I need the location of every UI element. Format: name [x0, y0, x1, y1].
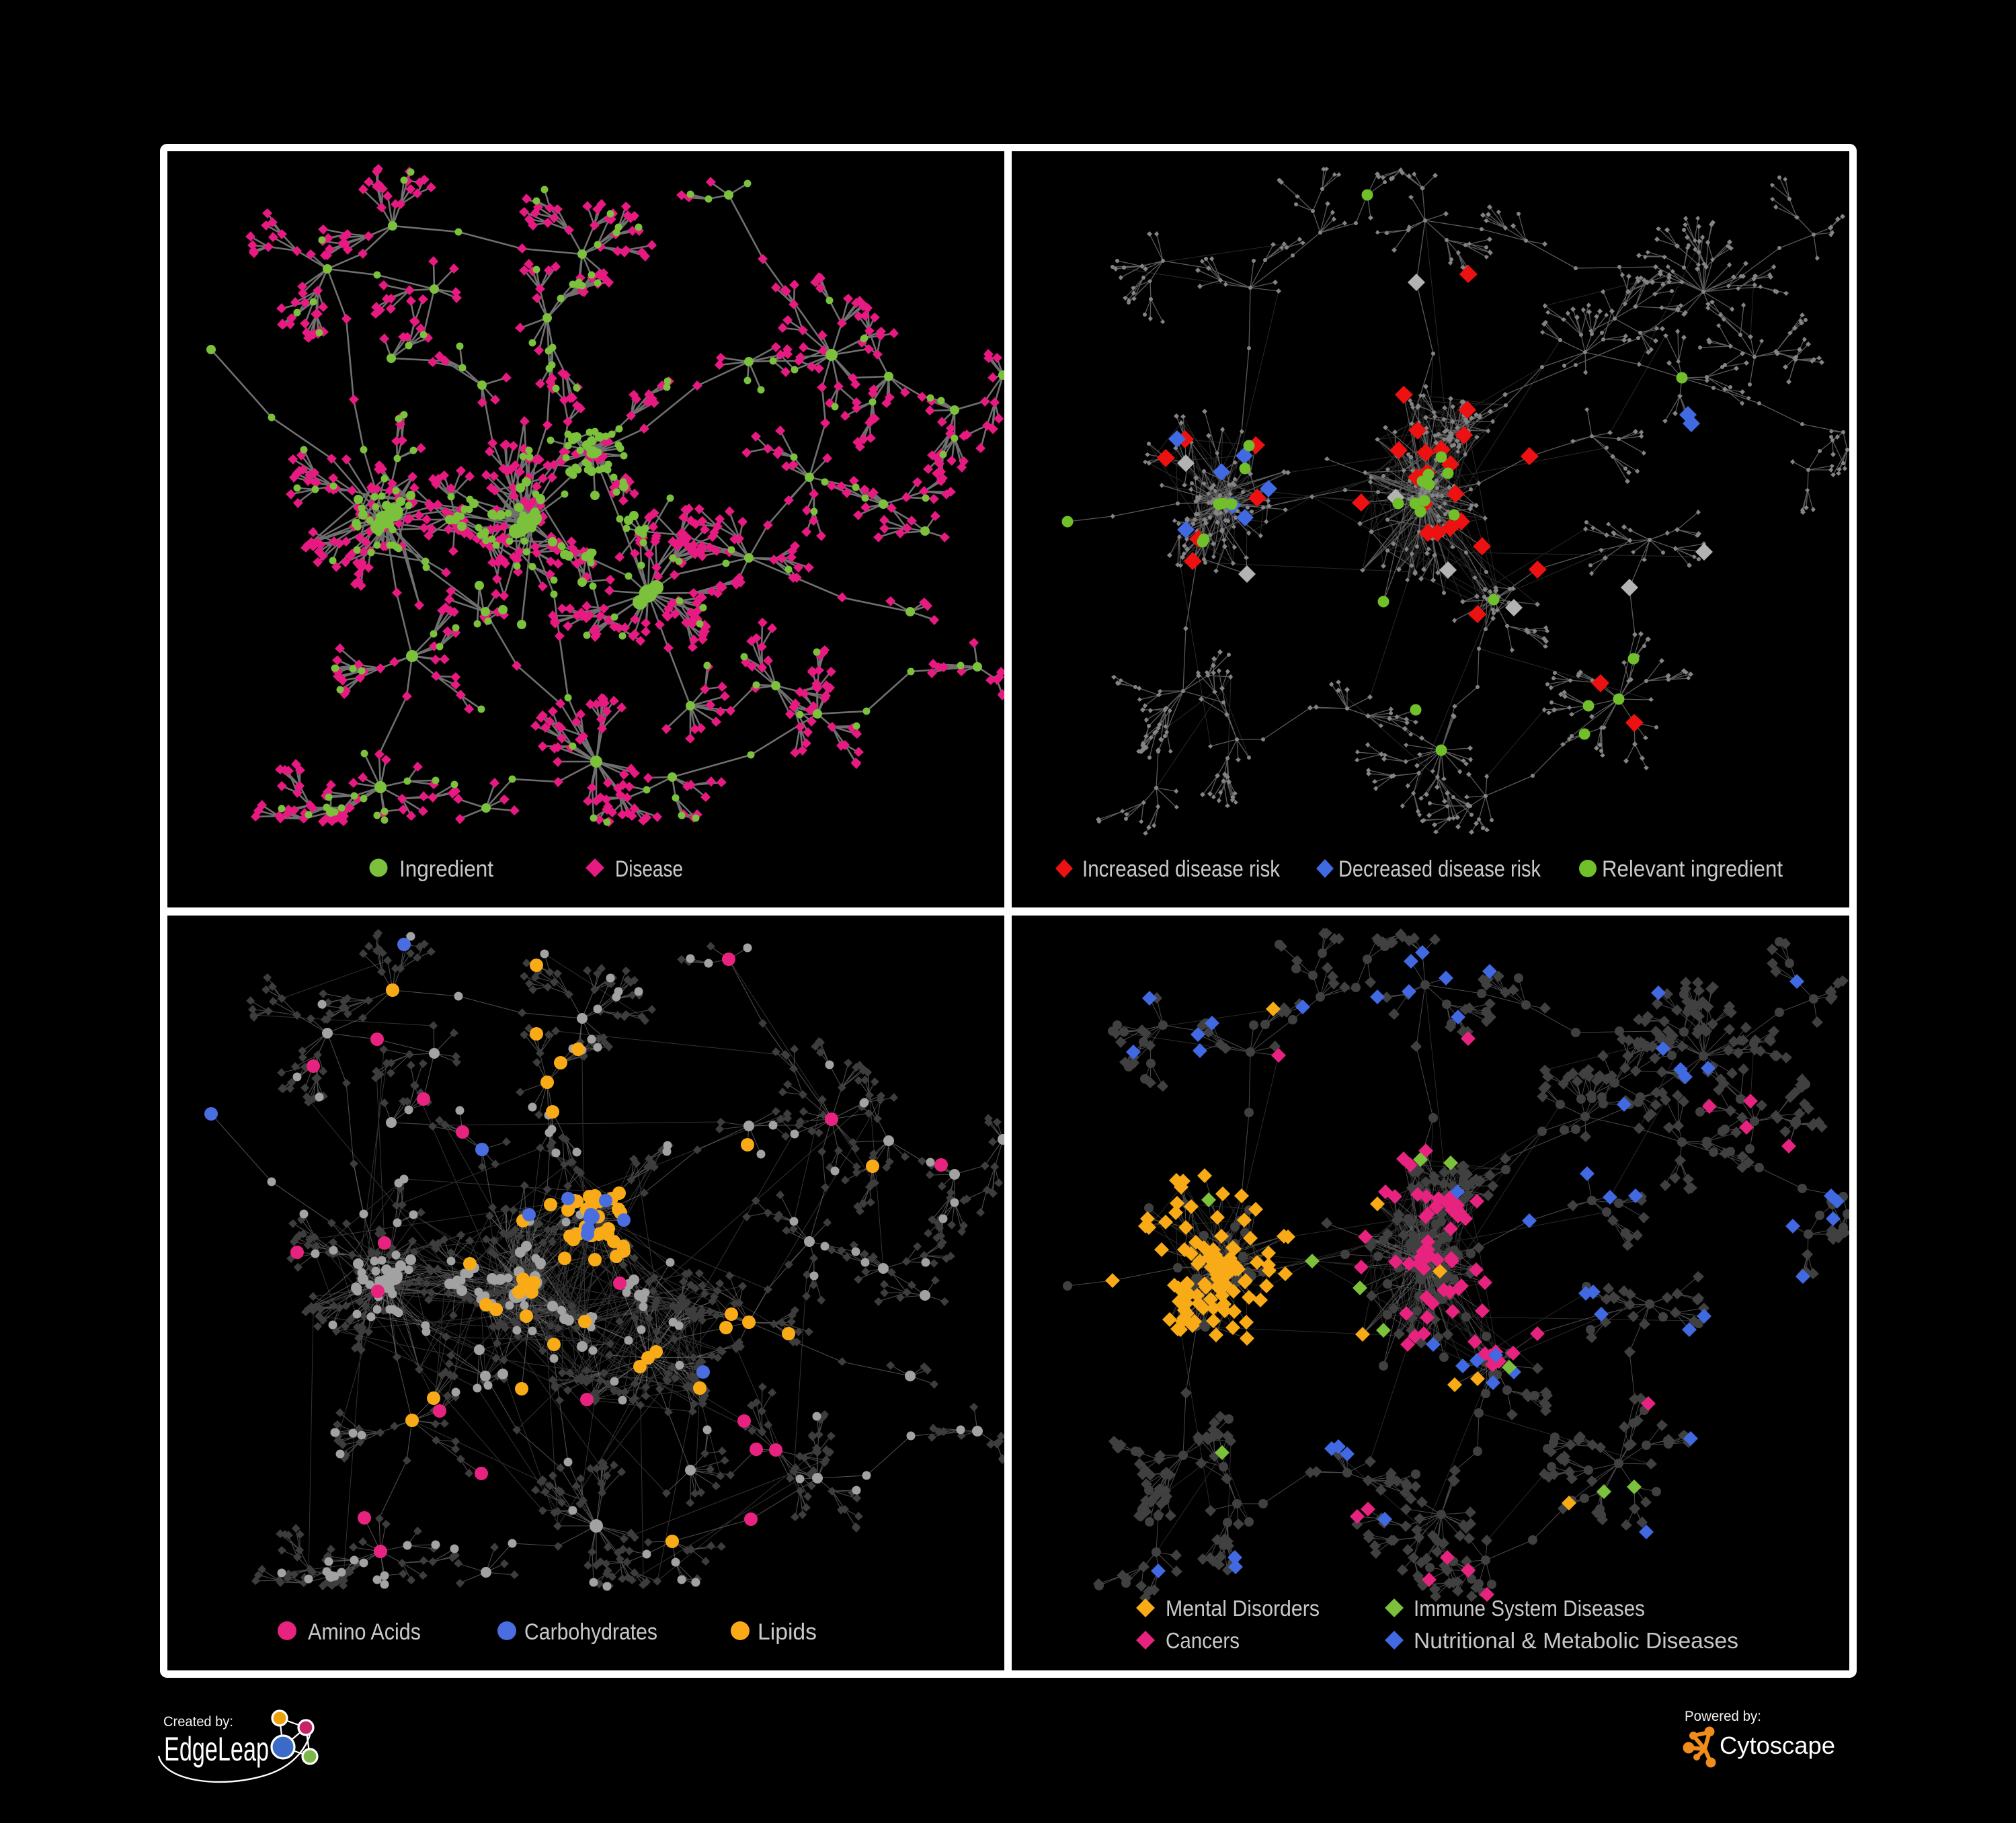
- svg-text:EdgeLeap: EdgeLeap: [164, 1730, 269, 1768]
- svg-text:Carbohydrates: Carbohydrates: [524, 1619, 657, 1645]
- svg-text:Nutritional & Metabolic Diseas: Nutritional & Metabolic Diseases: [1414, 1628, 1738, 1653]
- svg-text:Immune System Diseases: Immune System Diseases: [1414, 1596, 1645, 1621]
- svg-text:Powered by:: Powered by:: [1685, 1709, 1761, 1724]
- svg-text:Relevant ingredient: Relevant ingredient: [1602, 856, 1783, 882]
- svg-text:Disease: Disease: [615, 856, 683, 882]
- svg-text:Ingredient: Ingredient: [399, 856, 494, 882]
- svg-text:Cytoscape: Cytoscape: [1720, 1732, 1835, 1759]
- svg-text:Mental Disorders: Mental Disorders: [1166, 1596, 1320, 1621]
- svg-text:Decreased disease risk: Decreased disease risk: [1338, 856, 1541, 882]
- svg-text:Amino Acids: Amino Acids: [308, 1619, 421, 1645]
- svg-text:Lipids: Lipids: [758, 1619, 817, 1645]
- svg-text:Cancers: Cancers: [1166, 1628, 1240, 1653]
- svg-text:Increased disease risk: Increased disease risk: [1082, 856, 1281, 882]
- svg-text:Created by:: Created by:: [163, 1714, 233, 1730]
